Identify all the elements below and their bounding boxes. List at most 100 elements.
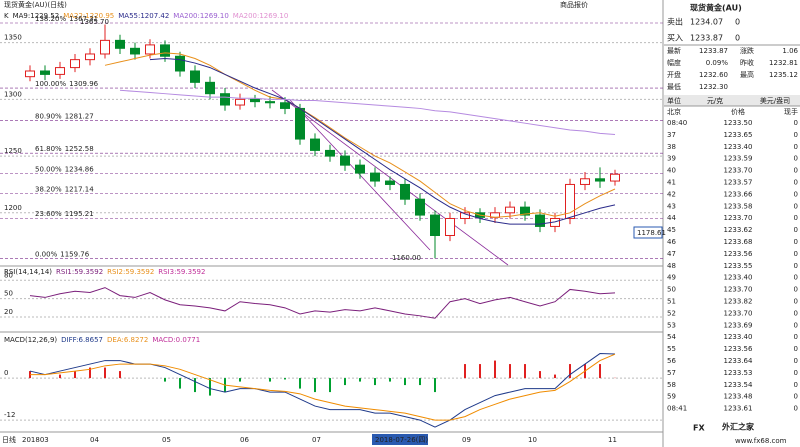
x-tick-label: 11 (608, 436, 617, 444)
x-tick-label: 日线 (2, 435, 16, 444)
x-tick-label: 2018-07-26(四) (375, 436, 428, 444)
candle-body (505, 206, 515, 214)
indicator-line (29, 287, 616, 319)
stat-value: 1.06 (782, 47, 798, 55)
tick-cell: 1233.56 (724, 250, 753, 258)
watermark-name: 外汇之家 (722, 422, 755, 432)
tick-cell: 39 (667, 155, 676, 163)
legend-entry: RSI3:59.3592 (158, 268, 205, 276)
candle-body (25, 70, 35, 78)
x-tick-label: 04 (90, 436, 99, 444)
candle-body (415, 198, 425, 216)
fib-label: 61.80% 1252.58 (35, 145, 94, 153)
candle-body (310, 138, 320, 151)
tick-cell: 59 (667, 393, 676, 401)
tick-cell: 37 (667, 131, 676, 139)
stat-label: 开盘 (667, 70, 681, 79)
indicator-line (149, 58, 616, 225)
candle-body (295, 107, 305, 140)
legend: RSI(14,14,14) RSI1:59.3592 RSI2:59.3592 RSI… (4, 268, 205, 276)
tick-cell: 0 (794, 155, 798, 163)
tick-cell: 45 (667, 226, 676, 234)
tick-cell: 1233.62 (724, 226, 753, 234)
tick-cell: 0 (794, 357, 798, 365)
stat-value: 1232.30 (699, 83, 728, 91)
candle-body (430, 214, 440, 237)
annotation: 1365.70 (80, 18, 109, 26)
indicator-line (104, 52, 616, 218)
fib-label: 0.00% 1159.76 (35, 250, 90, 258)
x-tick-label: 07 (312, 436, 321, 444)
panel-title: 现货黄金(AU) (690, 3, 742, 13)
tick-cell: 1233.59 (724, 155, 753, 163)
tick-cell: 0 (794, 143, 798, 151)
y-tick-label: 1250 (4, 147, 22, 155)
fib-ratio: 0.00% (35, 250, 58, 258)
candle-body (580, 178, 590, 185)
y-tick-label: 0 (4, 369, 8, 377)
fib-price: 1217.14 (65, 185, 94, 193)
fib-ratio: 80.90% (35, 113, 62, 121)
quote-size: 0 (735, 34, 740, 43)
stat-label: 最高 (740, 70, 754, 79)
legend-entry: DEA:6.8272 (107, 336, 148, 344)
fib-ratio: 138.20% (35, 15, 66, 23)
tick-cell: 56 (667, 357, 676, 365)
fib-ratio: 38.20% (35, 185, 62, 193)
unit-option[interactable]: 元/克 (707, 97, 723, 105)
tick-cell: 0 (794, 214, 798, 222)
units-bar (664, 95, 800, 106)
candle-body (220, 93, 230, 106)
candle-body (160, 44, 170, 57)
stat-label: 最低 (667, 82, 681, 91)
candle-body (355, 164, 365, 174)
candle-body (40, 70, 50, 75)
watermark-url: www.fx68.com (735, 437, 787, 445)
menu-item[interactable]: 商品报价 (560, 0, 588, 9)
tick-cell: 0 (794, 262, 798, 270)
tick-cell: 53 (667, 321, 676, 329)
legend-entry: MA22:1220.95 (63, 12, 114, 20)
tick-cell: 1233.40 (724, 333, 753, 341)
candle-body (250, 98, 260, 103)
unit-option: 单位 (667, 96, 681, 105)
quote-price: 1233.87 (690, 34, 723, 43)
tick-cell: 52 (667, 309, 676, 317)
tick-cell: 50 (667, 286, 676, 294)
legend-entry: MA200:1269.10 (173, 12, 229, 20)
stat-label: 涨跌 (740, 46, 754, 55)
candle-body (385, 180, 395, 185)
tick-cell: 1233.57 (724, 179, 753, 187)
tick-cell: 1233.50 (724, 119, 753, 127)
tick-cell: 0 (794, 393, 798, 401)
tick-cell: 0 (794, 190, 798, 198)
tick-cell: 0 (794, 321, 798, 329)
candle-body (325, 149, 335, 157)
unit-option[interactable]: 美元/盎司 (760, 96, 790, 105)
tick-cell: 58 (667, 381, 676, 389)
candle-body (565, 183, 575, 219)
indicator-line (119, 89, 616, 136)
stat-value: 1232.60 (699, 71, 728, 79)
annotation: 1160.00 (392, 254, 421, 262)
tick-cell: 1233.64 (724, 357, 753, 365)
stat-label: 昨收 (740, 58, 754, 67)
fib-ratio: 23.60% (35, 210, 62, 218)
tick-cell: 0 (794, 309, 798, 317)
candle-body (145, 44, 155, 55)
indicator-line (30, 353, 616, 421)
fib-price: 1195.21 (65, 210, 94, 218)
fib-ratio: 100.00% (35, 80, 66, 88)
tick-cell: 49 (667, 274, 676, 282)
x-tick-label: 09 (462, 436, 471, 444)
tick-cell: 44 (667, 214, 676, 222)
tick-cell: 08:41 (667, 405, 687, 413)
candle-body (115, 39, 125, 49)
tick-cell: 1233.68 (724, 238, 753, 246)
stat-label: 幅度 (667, 58, 681, 67)
tick-cell: 1233.40 (724, 274, 753, 282)
candle-body (190, 70, 200, 83)
indicator-line (29, 353, 616, 428)
candle-body (595, 178, 605, 182)
